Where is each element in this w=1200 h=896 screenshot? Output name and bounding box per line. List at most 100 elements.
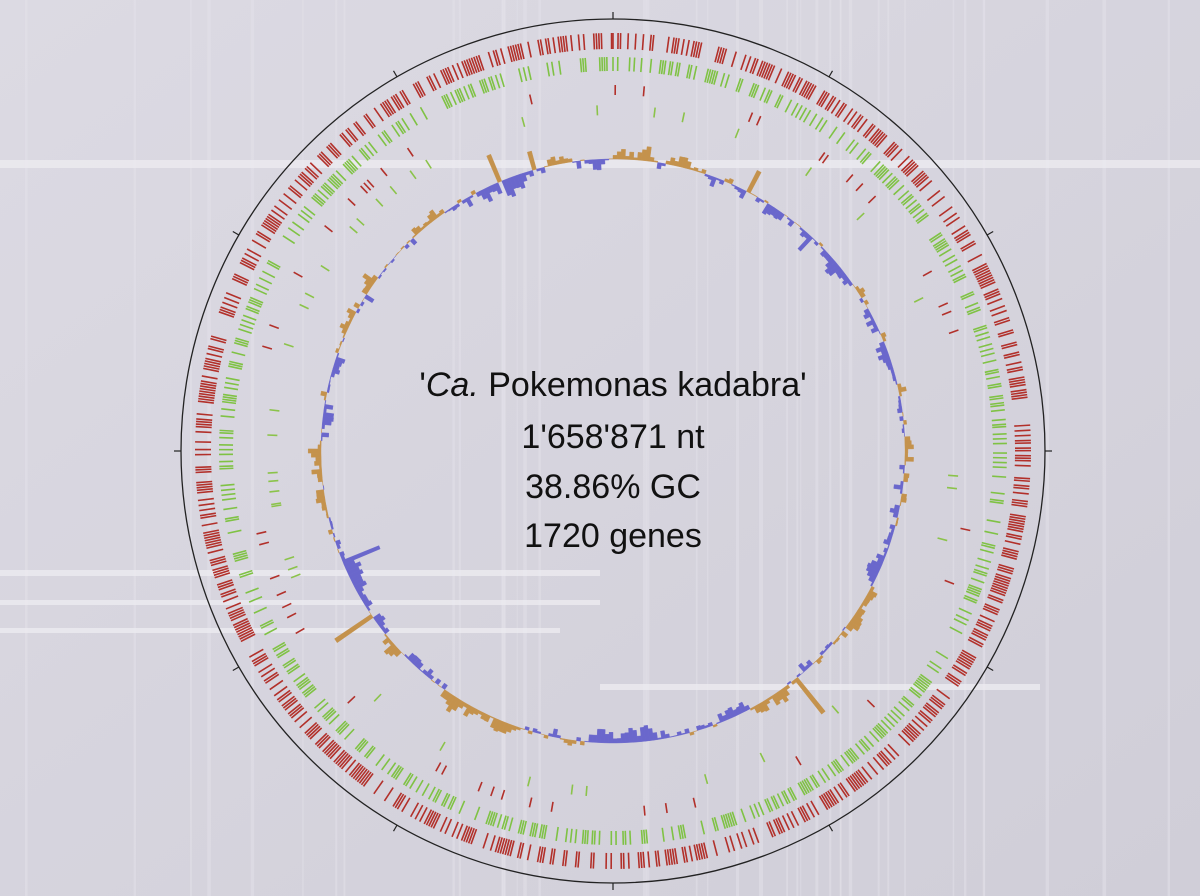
gene-reverse bbox=[253, 606, 267, 614]
gene-forward bbox=[729, 835, 736, 852]
skew-negative bbox=[596, 159, 602, 171]
skew-positive bbox=[620, 149, 626, 160]
gene-forward bbox=[273, 685, 288, 697]
misc-gene bbox=[703, 774, 709, 785]
gene-reverse bbox=[221, 497, 237, 501]
gene-forward bbox=[846, 111, 858, 126]
skew-negative bbox=[624, 732, 630, 743]
gene-reverse bbox=[964, 594, 978, 602]
gene-forward bbox=[195, 420, 213, 424]
gene-reverse bbox=[748, 82, 755, 97]
gene-reverse bbox=[740, 808, 747, 823]
skew-positive bbox=[456, 198, 462, 204]
gene-reverse bbox=[875, 165, 887, 178]
stripe bbox=[250, 0, 255, 896]
skew-negative bbox=[902, 469, 905, 474]
gene-forward bbox=[470, 57, 478, 74]
skew-negative bbox=[596, 728, 602, 743]
gene-forward bbox=[198, 502, 215, 507]
gene-forward bbox=[592, 33, 596, 50]
gene-reverse bbox=[328, 713, 340, 725]
skew-positive bbox=[308, 448, 322, 454]
gene-reverse bbox=[686, 64, 691, 79]
gene-forward bbox=[820, 92, 830, 108]
gene-forward bbox=[456, 62, 464, 79]
gene-forward bbox=[552, 37, 557, 54]
gene-reverse bbox=[245, 307, 260, 315]
rna-gene bbox=[867, 195, 877, 204]
gene-reverse bbox=[494, 74, 501, 89]
gene-forward bbox=[669, 848, 674, 865]
skew-negative bbox=[464, 196, 474, 208]
stripe bbox=[501, 0, 506, 896]
gene-reverse bbox=[377, 134, 388, 147]
gene-forward bbox=[233, 273, 250, 282]
scale-tick bbox=[392, 70, 398, 78]
gene-forward bbox=[265, 217, 280, 229]
gene-reverse bbox=[327, 178, 339, 190]
gene-reverse bbox=[401, 117, 411, 131]
gene-forward bbox=[561, 849, 566, 867]
gene-reverse bbox=[287, 227, 301, 237]
gene-forward bbox=[220, 306, 236, 314]
gene-forward bbox=[417, 81, 426, 96]
gene-reverse bbox=[266, 261, 280, 271]
gene-forward bbox=[514, 44, 520, 61]
gene-forward bbox=[582, 33, 586, 51]
rna-gene bbox=[380, 167, 388, 177]
gene-forward bbox=[642, 851, 646, 868]
gene-reverse bbox=[677, 825, 682, 840]
misc-gene bbox=[653, 107, 656, 118]
gene-reverse bbox=[303, 685, 316, 696]
gene-forward bbox=[1014, 476, 1031, 480]
gene-reverse bbox=[706, 69, 712, 84]
gene-forward bbox=[210, 560, 227, 567]
gene-reverse bbox=[900, 193, 913, 205]
gene-reverse bbox=[986, 519, 1001, 524]
skew-negative bbox=[323, 408, 327, 413]
gene-forward bbox=[365, 113, 376, 128]
skew-positive bbox=[334, 614, 374, 643]
skew-negative bbox=[329, 520, 333, 526]
gene-forward bbox=[820, 794, 831, 809]
gene-forward bbox=[541, 847, 547, 864]
gene-forward bbox=[1011, 498, 1029, 503]
skew-negative bbox=[375, 615, 386, 625]
skew-negative bbox=[628, 727, 634, 743]
gene-reverse bbox=[233, 554, 248, 560]
gene-forward bbox=[785, 73, 795, 89]
gene-reverse bbox=[877, 722, 889, 735]
misc-gene bbox=[283, 343, 294, 348]
gene-reverse bbox=[660, 60, 665, 75]
gene-forward bbox=[1005, 535, 1022, 541]
skew-positive bbox=[895, 521, 899, 527]
skew-positive bbox=[335, 347, 340, 354]
skew-negative bbox=[882, 356, 891, 364]
gene-forward bbox=[924, 704, 938, 716]
skew-positive bbox=[790, 679, 797, 685]
skew-positive bbox=[770, 693, 781, 706]
misc-gene bbox=[527, 776, 532, 787]
gene-forward bbox=[781, 71, 790, 87]
gene-forward bbox=[885, 143, 898, 157]
skew-positive bbox=[550, 156, 557, 166]
gene-forward bbox=[627, 852, 630, 869]
gene-forward bbox=[825, 791, 835, 807]
gene-forward bbox=[354, 767, 366, 781]
skew-negative bbox=[441, 682, 448, 690]
gene-reverse bbox=[711, 817, 717, 832]
gene-forward bbox=[519, 842, 525, 859]
gene-reverse bbox=[973, 570, 987, 577]
gene-reverse bbox=[228, 362, 243, 368]
gene-forward bbox=[997, 329, 1014, 336]
gene-reverse bbox=[404, 773, 414, 787]
gene-reverse bbox=[682, 824, 687, 839]
gene-forward bbox=[956, 657, 972, 668]
gene-reverse bbox=[845, 750, 856, 763]
skew-positive bbox=[760, 700, 770, 712]
gene-reverse bbox=[233, 341, 248, 348]
gene-reverse bbox=[830, 761, 841, 774]
gene-forward bbox=[1006, 366, 1023, 371]
gene-forward bbox=[975, 269, 991, 279]
gene-forward bbox=[980, 281, 996, 290]
